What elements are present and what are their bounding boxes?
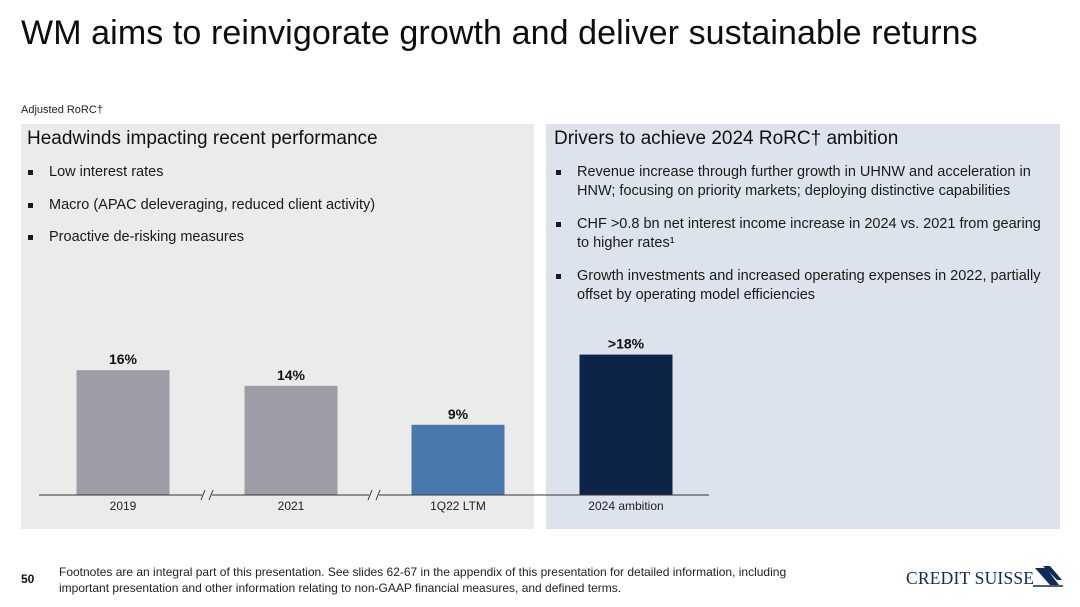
- headwinds-list: Low interest rates Macro (APAC deleverag…: [26, 163, 516, 261]
- metric-label: Adjusted RoRC†: [21, 104, 103, 116]
- axis-break-mark: [367, 489, 373, 501]
- drivers-item-text: Revenue increase through further growth …: [577, 164, 1031, 199]
- axis-break-mark: [200, 489, 206, 501]
- category-label: 2019: [110, 499, 137, 513]
- bar-1q22-ltm: [411, 424, 505, 495]
- sails-icon: [1033, 566, 1063, 587]
- drivers-title: Drivers to achieve 2024 RoRC† ambition: [554, 128, 899, 149]
- bullet-square-icon: [28, 170, 33, 175]
- category-label: 2021: [278, 499, 305, 513]
- bullet-square-icon: [28, 202, 33, 208]
- category-label: 1Q22 LTM: [430, 499, 486, 513]
- page-number: 50: [21, 572, 35, 586]
- headwinds-item: Proactive de-risking measures: [26, 228, 516, 247]
- axis-break-gap: [202, 492, 212, 498]
- bullet-square-icon: [556, 274, 561, 279]
- headwinds-item-text: Macro (APAC deleveraging, reduced client…: [49, 196, 376, 213]
- bullet-square-icon: [28, 235, 33, 240]
- headwinds-item: Low interest rates: [26, 163, 516, 182]
- headwinds-title: Headwinds impacting recent performance: [27, 128, 378, 149]
- axis-break-mark: [208, 489, 214, 501]
- logo-wordmark: CREDIT SUISSE: [906, 568, 1035, 588]
- bar-2021: [244, 385, 338, 495]
- drivers-item-text: CHF >0.8 bn net interest income increase…: [577, 216, 1041, 251]
- footnote: Footnotes are an integral part of this p…: [59, 565, 787, 595]
- data-label: 9%: [448, 406, 469, 422]
- category-label: 2024 ambition: [588, 499, 663, 513]
- data-label: 16%: [109, 351, 138, 367]
- credit-suisse-logo: CREDIT SUISSE: [906, 563, 1063, 591]
- drivers-item: Growth investments and increased operati…: [554, 267, 1054, 305]
- drivers-list: Revenue increase through further growth …: [554, 163, 1054, 319]
- bar-2024-ambition: [579, 354, 673, 495]
- bullet-square-icon: [556, 222, 561, 227]
- headwinds-item: Macro (APAC deleveraging, reduced client…: [26, 196, 516, 215]
- bullet-square-icon: [556, 170, 561, 175]
- drivers-item: Revenue increase through further growth …: [554, 163, 1054, 201]
- data-label: >18%: [608, 336, 645, 352]
- drivers-item: CHF >0.8 bn net interest income increase…: [554, 215, 1054, 253]
- axis-break-gap: [369, 492, 379, 498]
- drivers-item-text: Growth investments and increased operati…: [577, 268, 1041, 303]
- headwinds-item-text: Proactive de-risking measures: [49, 229, 245, 245]
- axis-break-mark: [375, 489, 381, 501]
- slide-title: WM aims to reinvigorate growth and deliv…: [21, 14, 978, 52]
- bar-2019: [76, 370, 170, 495]
- data-label: 14%: [277, 367, 306, 383]
- headwinds-item-text: Low interest rates: [49, 164, 164, 180]
